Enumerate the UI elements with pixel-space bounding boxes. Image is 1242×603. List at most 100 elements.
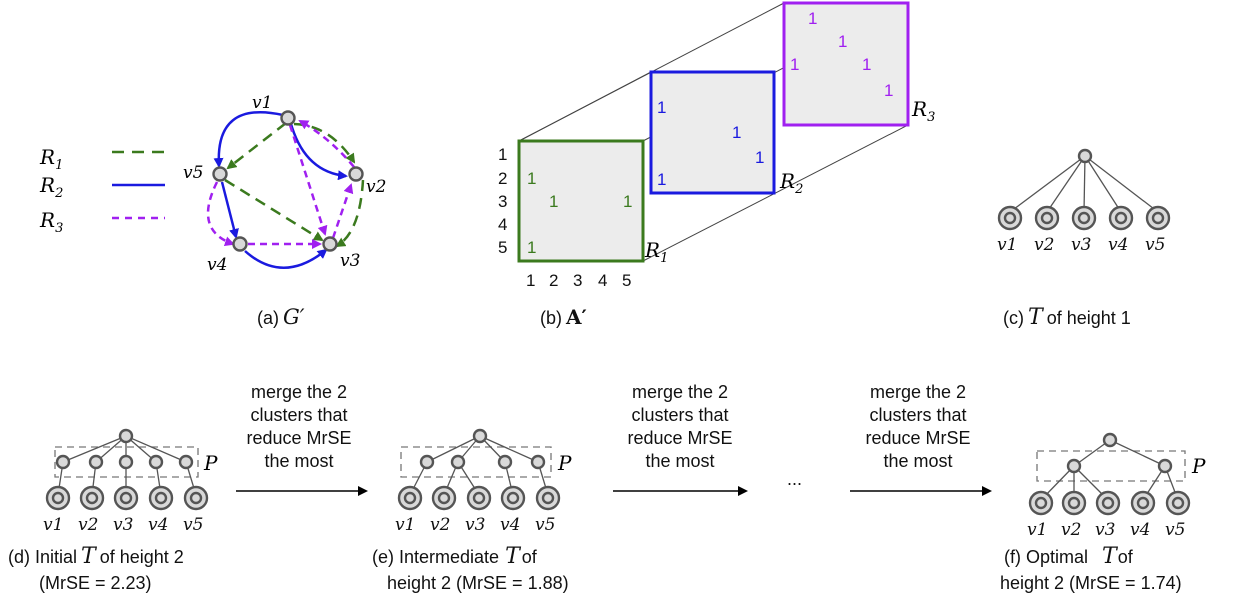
leaf-label-e-v5: v5 [535, 515, 555, 535]
graph-node-v5 [212, 166, 228, 182]
row-label-5: 5 [498, 238, 507, 257]
edge-r2-v5-v4 [220, 181, 239, 239]
graph-node-v2 [348, 166, 364, 182]
graph-node-v1 [280, 110, 296, 126]
node-label-v1: v1 [252, 93, 272, 113]
legend-label-r2: R2 [39, 173, 63, 201]
leaf-label-e-v4: v4 [500, 515, 520, 535]
edge-r2-v4-v3 [244, 248, 328, 269]
leaf-label-f-v5: v5 [1165, 520, 1185, 540]
leaf-label-c-v3: v3 [1071, 235, 1091, 255]
arrow1-text-3: reduce MrSE [246, 428, 351, 448]
leaf-label-c-v2: v2 [1034, 235, 1054, 255]
graph-edges [206, 110, 365, 269]
row-label-3: 3 [498, 192, 507, 211]
col-label-4: 4 [598, 271, 607, 290]
arrow3-text-2: clusters that [869, 405, 966, 425]
leaf-label-d-v3: v3 [113, 515, 133, 535]
leaf-label-f-v4: v4 [1130, 520, 1150, 540]
tree-c-leaves [997, 205, 1171, 231]
tree-e-root [472, 428, 488, 444]
caption-b: (b) A′ [540, 305, 587, 329]
merge-arrow-2: merge the 2 clusters that reduce MrSE th… [613, 382, 748, 496]
partition-label-e: P [557, 451, 572, 475]
edge-r3-v2-v1 [298, 119, 355, 168]
leaf-label-d-v1: v1 [43, 515, 63, 535]
leaf-label-c-v1: v1 [997, 235, 1017, 255]
edge-r1-v2-v3 [335, 179, 365, 248]
partition-box-e [400, 446, 552, 478]
partition-box-f [1036, 450, 1186, 482]
matrix-r3 [782, 1, 910, 127]
panel-e: P v1 v2 v3 v4 v5 (e) Interme [372, 428, 572, 593]
graph-node-v4 [232, 236, 248, 252]
edge-r1-v1-v5 [226, 122, 287, 170]
edge-r1-v5-v3 [224, 178, 324, 242]
matrix-r2 [649, 70, 776, 195]
arrow1-text-2: clusters that [250, 405, 347, 425]
arrow1-text-1: merge the 2 [251, 382, 347, 402]
matrix-label-r2: R2 [779, 169, 803, 197]
cell-r3-3-4: 1 [862, 55, 871, 74]
tree-d-root [118, 428, 134, 444]
tree-d-leaves [45, 485, 209, 511]
arrow3-text-3: reduce MrSE [865, 428, 970, 448]
edge-r3-v1-v3 [288, 124, 328, 236]
col-label-1: 1 [526, 271, 535, 290]
row-label-2: 2 [498, 169, 507, 188]
partition-label-f: P [1191, 454, 1206, 478]
matrix-label-r3: R3 [911, 97, 935, 125]
arrow1-text-4: the most [264, 451, 333, 471]
edge-r3-v3-v2 [331, 183, 354, 239]
node-label-v3: v3 [340, 251, 360, 271]
col-label-3: 3 [573, 271, 582, 290]
caption-f-line2: height 2 (MrSE = 1.74) [1000, 573, 1182, 593]
legend: R1 R2 R3 [39, 145, 165, 236]
cell-r2-2-1: 1 [657, 98, 666, 117]
legend-label-r1: R1 [39, 145, 63, 173]
col-label-2: 2 [549, 271, 558, 290]
edge-r2-v1-v5 [213, 110, 284, 168]
cell-r3-4-5: 1 [884, 81, 893, 100]
node-label-v5: v5 [183, 163, 203, 183]
panel-d: P v1 v2 v3 v4 v5 (d) [8, 428, 218, 593]
cell-r1-3-2: 1 [549, 192, 558, 211]
panel-b: 1 1 1 1 1 1 1 1 1 1 1 1 1 1 2 3 4 5 1 [498, 1, 935, 329]
matrix-r1 [517, 139, 645, 263]
leaf-label-e-v2: v2 [430, 515, 450, 535]
cell-r3-1-2: 1 [808, 9, 817, 28]
legend-label-r3: R3 [39, 208, 63, 236]
matrix-label-r1: R1 [644, 238, 668, 266]
cell-r1-3-5: 1 [623, 192, 632, 211]
leaf-label-d-v5: v5 [183, 515, 203, 535]
caption-e-line2: height 2 (MrSE = 1.88) [387, 573, 569, 593]
row-label-1: 1 [498, 145, 507, 164]
graph-node-v3 [322, 236, 338, 252]
caption-a: (a) G′ [257, 305, 305, 329]
cell-r2-5-1: 1 [657, 170, 666, 189]
leaf-label-d-v4: v4 [148, 515, 168, 535]
tree-e-leaves [397, 485, 561, 511]
leaf-label-e-v3: v3 [465, 515, 485, 535]
panel-a: R1 R2 R3 [39, 93, 386, 329]
leaf-label-f-v3: v3 [1095, 520, 1115, 540]
arrow2-text-4: the most [645, 451, 714, 471]
ellipsis: ... [787, 469, 802, 489]
cell-r1-5-1: 1 [527, 238, 536, 257]
leaf-label-f-v1: v1 [1027, 520, 1047, 540]
caption-d-line2: (MrSE = 2.23) [39, 573, 152, 593]
merge-arrow-3: merge the 2 clusters that reduce MrSE th… [850, 382, 992, 496]
leaf-label-c-v5: v5 [1145, 235, 1165, 255]
panel-f: P v1 v2 v3 v4 v5 (f) Optimal Tof height [1000, 432, 1206, 593]
node-label-v2: v2 [366, 177, 386, 197]
col-label-5: 5 [622, 271, 631, 290]
tree-c-root [1077, 148, 1093, 164]
edge-r2-v1-v2 [289, 123, 348, 181]
arrow3-text-4: the most [883, 451, 952, 471]
merge-arrow-1: merge the 2 clusters that reduce MrSE th… [236, 382, 368, 496]
cell-r3-2-3: 1 [838, 32, 847, 51]
